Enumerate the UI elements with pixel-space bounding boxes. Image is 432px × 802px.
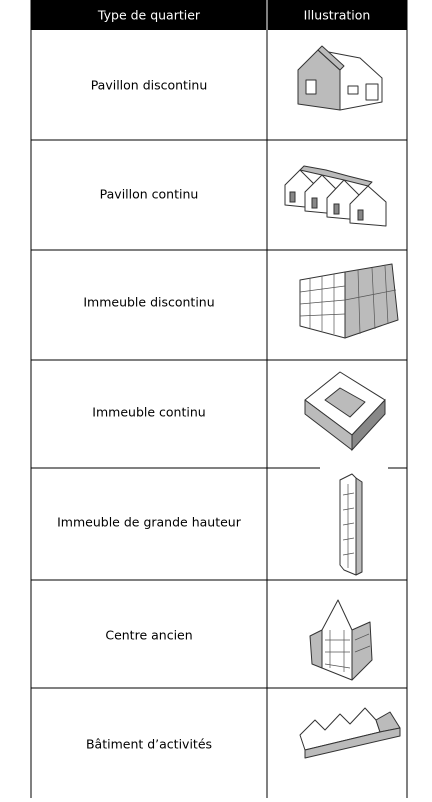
table-grid [30, 0, 408, 798]
header-cell: Type de quartier [97, 8, 201, 23]
header-cell: Illustration [304, 8, 371, 23]
industrial-illustration [299, 707, 401, 759]
row-label: Immeuble continu [92, 405, 205, 420]
row-label: Pavillon continu [100, 187, 199, 202]
row-label: Immeuble discontinu [83, 295, 214, 310]
row-label: Bâtiment d’activités [86, 737, 212, 752]
tower-illustration [339, 473, 363, 576]
header-bar [31, 0, 407, 30]
house-illustration [297, 45, 383, 111]
apartment-illustration [299, 263, 399, 339]
row-label: Immeuble de grande hauteur [57, 515, 242, 530]
row-label: Pavillon discontinu [91, 78, 208, 93]
old-centre-illustration [309, 599, 373, 681]
terraced-illustration [284, 165, 387, 227]
courtyard-illustration [304, 371, 386, 452]
row-label: Centre ancien [105, 628, 192, 643]
